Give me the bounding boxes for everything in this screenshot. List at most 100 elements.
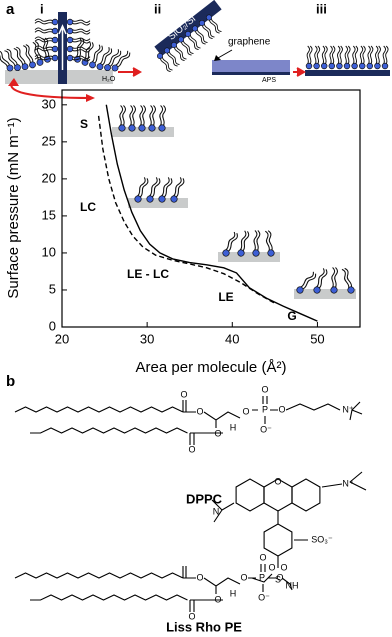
bond [182, 564, 293, 612]
lipid-head [374, 62, 381, 70]
step-label: ii [154, 1, 161, 16]
lipid-head [206, 14, 212, 21]
atom-label: O [259, 552, 266, 562]
lipid-tail [99, 47, 110, 65]
lipid-tail [34, 57, 53, 61]
atom-label: O [214, 594, 221, 604]
lipid [343, 45, 351, 70]
lipid-tail [168, 51, 180, 65]
lipid-head [267, 249, 275, 257]
lipid-tail [78, 38, 85, 58]
lipid-tail [321, 45, 326, 64]
lipid [13, 46, 29, 70]
lipid-tail [367, 45, 371, 64]
lipid [66, 36, 91, 44]
lipid-tail [201, 25, 213, 39]
lipid [170, 177, 185, 203]
y-tick-label: 20 [42, 170, 56, 185]
lipid-tail [302, 273, 317, 290]
lipid-tail [173, 47, 185, 61]
lipid [313, 45, 321, 70]
lipid-tail [137, 177, 146, 197]
x-tick-label: 40 [225, 331, 239, 346]
lipid-head [66, 45, 74, 53]
atom-label: O [276, 572, 283, 582]
lipid-head [111, 64, 119, 72]
lipid-tail [152, 105, 157, 126]
lipid-tail [34, 36, 53, 40]
lipid-tail [117, 52, 131, 68]
lipid-head [171, 42, 177, 48]
lipid-tail [42, 38, 47, 58]
lipid-head [158, 195, 166, 203]
region-label: LE - LC [127, 267, 169, 281]
lipid-tail [352, 45, 356, 64]
lipid [351, 45, 359, 70]
y-tick-label: 5 [49, 281, 56, 296]
lipid [222, 231, 238, 257]
atom-label: O⁻ [258, 592, 270, 602]
lipid [66, 45, 91, 53]
step-label: i [40, 1, 44, 16]
lipid [4, 48, 21, 72]
lipid [185, 31, 201, 50]
lipid-tail [359, 45, 364, 64]
lipid [34, 45, 59, 53]
lipid-tail [107, 49, 119, 66]
lipid-head [237, 249, 245, 257]
lipid-tail [102, 48, 113, 66]
lipid-tail [86, 42, 94, 61]
lipid-tail [34, 27, 53, 31]
lipid-tail [132, 105, 137, 126]
lipid-tail [173, 177, 182, 197]
lipid [171, 42, 187, 61]
lipid-tail [159, 58, 171, 72]
lipid-head [89, 61, 96, 69]
lipid-tail [196, 29, 208, 43]
lipid-tail [225, 231, 236, 251]
lipid-tail [175, 45, 187, 60]
lipid-tail [324, 45, 328, 64]
lipid-head [328, 62, 335, 70]
atom-label: O [278, 404, 285, 414]
lipid-tail [6, 48, 18, 65]
lipid-tail [161, 177, 170, 197]
lipid-tail [149, 177, 158, 197]
lipid-tail [34, 18, 53, 22]
lipid-head [158, 124, 166, 132]
plate [128, 198, 188, 208]
lipid-tail [4, 50, 16, 67]
lipid [328, 45, 336, 70]
y-tick-label: 15 [42, 207, 56, 222]
atom-label: O⁻ [260, 424, 272, 434]
lipid-tail [119, 105, 124, 126]
lipid-tail [91, 44, 101, 63]
lipid-tail [34, 45, 53, 49]
lipid-tail [347, 45, 351, 64]
lipid [146, 177, 161, 203]
lipid-tail [306, 45, 310, 64]
lipid-head [305, 62, 313, 70]
lipid-tail [377, 45, 381, 64]
lipid-tail [72, 46, 91, 50]
lipid-tail [23, 45, 31, 64]
lipid-tail [354, 45, 359, 64]
lipid-tail [35, 41, 42, 60]
lipid-tail [189, 34, 201, 49]
plot-frame [61, 89, 361, 328]
lipid-head [359, 62, 366, 70]
bond [235, 478, 265, 512]
lipid-tail [72, 22, 91, 26]
lipid [138, 105, 147, 132]
lipid-tail [309, 45, 313, 64]
lipid [34, 36, 59, 44]
x-tick-label: 20 [55, 331, 69, 346]
curve [105, 104, 318, 322]
bond [263, 523, 293, 557]
lipid-tail [72, 49, 91, 53]
atom-label: P [262, 404, 268, 414]
lipid-head [128, 124, 136, 132]
lipid [264, 230, 275, 257]
lipid-tail [44, 37, 50, 57]
lipid-tail [264, 230, 270, 251]
